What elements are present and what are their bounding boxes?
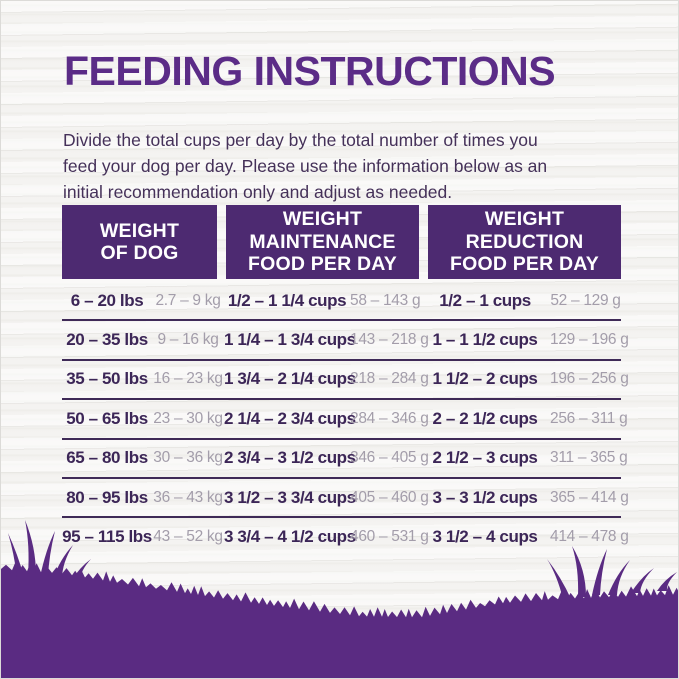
maintenance-cups: 1/2 – 1 1/4 cups xyxy=(227,290,347,310)
header-weight-reduction: WEIGHT REDUCTION FOOD PER DAY xyxy=(428,205,621,279)
header-line: FOOD PER DAY xyxy=(449,253,600,276)
maintenance-cups: 3 3/4 – 4 1/2 cups xyxy=(224,527,356,547)
maintenance-cups: 2 3/4 – 3 1/2 cups xyxy=(224,448,356,468)
maintenance-grams: 405 – 460 g xyxy=(350,488,429,506)
maintenance-grams: 284 – 346 g xyxy=(350,409,429,427)
weight-lbs: 20 – 35 lbs xyxy=(66,330,148,350)
reduction-grams: 311 – 365 g xyxy=(550,449,628,467)
header-line: REDUCTION xyxy=(465,230,584,253)
feeding-table: WEIGHT OF DOG WEIGHT MAINTENANCE FOOD PE… xyxy=(62,205,629,556)
maintenance-grams: 346 – 405 g xyxy=(350,449,429,467)
reduction-grams: 365 – 414 g xyxy=(550,488,629,506)
table-header-row: WEIGHT OF DOG WEIGHT MAINTENANCE FOOD PE… xyxy=(62,205,621,279)
weight-lbs: 65 – 80 lbs xyxy=(66,448,148,468)
reduction-cups: 3 1/2 – 4 cups xyxy=(432,527,538,547)
grass-silhouette-icon xyxy=(1,520,678,678)
weight-kg: 43 – 52 kg xyxy=(153,528,223,546)
weight-kg: 9 – 16 kg xyxy=(157,331,219,349)
table-row: 50 – 65 lbs 23 – 30 kg 2 1/4 – 2 3/4 cup… xyxy=(62,400,628,440)
maintenance-grams: 143 – 218 g xyxy=(350,331,429,349)
weight-lbs: 50 – 65 lbs xyxy=(66,408,148,428)
page-title: FEEDING INSTRUCTIONS xyxy=(64,48,556,94)
maintenance-cups: 3 1/2 – 3 3/4 cups xyxy=(224,487,356,507)
weight-kg: 36 – 43 kg xyxy=(153,488,223,506)
reduction-grams: 196 – 256 g xyxy=(550,370,629,388)
weight-kg: 30 – 36 kg xyxy=(153,449,223,467)
reduction-grams: 52 – 129 g xyxy=(550,291,621,309)
maintenance-cups: 1 3/4 – 2 1/4 cups xyxy=(224,369,356,389)
weight-kg: 23 – 30 kg xyxy=(153,409,223,427)
reduction-cups: 1 1/2 – 2 cups xyxy=(432,369,538,389)
weight-lbs: 6 – 20 lbs xyxy=(70,290,144,310)
intro-line-1: Divide the total cups per day by the tot… xyxy=(63,130,538,150)
weight-kg: 2.7 – 9 kg xyxy=(155,291,221,309)
maintenance-grams: 218 – 284 g xyxy=(350,370,429,388)
header-line: MAINTENANCE xyxy=(249,230,396,253)
table-row: 80 – 95 lbs 36 – 43 kg 3 1/2 – 3 3/4 cup… xyxy=(62,479,629,519)
header-line: WEIGHT xyxy=(484,208,565,231)
weight-lbs: 95 – 115 lbs xyxy=(62,527,152,547)
weight-lbs: 35 – 50 lbs xyxy=(66,369,148,389)
header-line: WEIGHT xyxy=(99,219,180,242)
header-line: WEIGHT xyxy=(282,208,363,231)
maintenance-grams: 58 – 143 g xyxy=(350,291,421,309)
reduction-cups: 2 – 2 1/2 cups xyxy=(432,408,538,428)
reduction-cups: 1 – 1 1/2 cups xyxy=(432,330,538,350)
intro-text: Divide the total cups per day by the tot… xyxy=(63,127,633,205)
table-row: 95 – 115 lbs 43 – 52 kg 3 3/4 – 4 1/2 cu… xyxy=(62,518,629,555)
maintenance-cups: 1 1/4 – 1 3/4 cups xyxy=(224,330,356,350)
weight-kg: 16 – 23 kg xyxy=(153,370,223,388)
grass-blades-right xyxy=(547,546,677,599)
header-line: OF DOG xyxy=(100,242,179,264)
table-row: 20 – 35 lbs 9 – 16 kg 1 1/4 – 1 3/4 cups… xyxy=(62,321,629,361)
maintenance-grams: 460 – 531 g xyxy=(350,528,429,546)
reduction-cups: 2 1/2 – 3 cups xyxy=(432,448,538,468)
table-row: 35 – 50 lbs 16 – 23 kg 1 3/4 – 2 1/4 cup… xyxy=(62,361,629,401)
grass-blades-left xyxy=(8,520,91,581)
weight-lbs: 80 – 95 lbs xyxy=(66,487,148,507)
header-line: FOOD PER DAY xyxy=(247,253,398,276)
intro-line-3: initial recommendation only and adjust a… xyxy=(63,182,453,202)
table-row: 6 – 20 lbs 2.7 – 9 kg 1/2 – 1 1/4 cups 5… xyxy=(62,282,621,322)
table-row: 65 – 80 lbs 30 – 36 kg 2 3/4 – 3 1/2 cup… xyxy=(62,440,628,479)
reduction-cups: 1/2 – 1 cups xyxy=(439,290,531,310)
reduction-grams: 256 – 311 g xyxy=(550,409,628,427)
reduction-grams: 414 – 478 g xyxy=(550,528,629,546)
maintenance-cups: 2 1/4 – 2 3/4 cups xyxy=(224,408,356,428)
intro-line-2: feed your dog per day. Please use the in… xyxy=(63,156,548,176)
reduction-grams: 129 – 196 g xyxy=(550,331,629,349)
header-weight-maintenance: WEIGHT MAINTENANCE FOOD PER DAY xyxy=(226,205,419,279)
table-body: 6 – 20 lbs 2.7 – 9 kg 1/2 – 1 1/4 cups 5… xyxy=(62,282,629,556)
header-weight-of-dog: WEIGHT OF DOG xyxy=(62,205,217,279)
reduction-cups: 3 – 3 1/2 cups xyxy=(432,487,538,507)
